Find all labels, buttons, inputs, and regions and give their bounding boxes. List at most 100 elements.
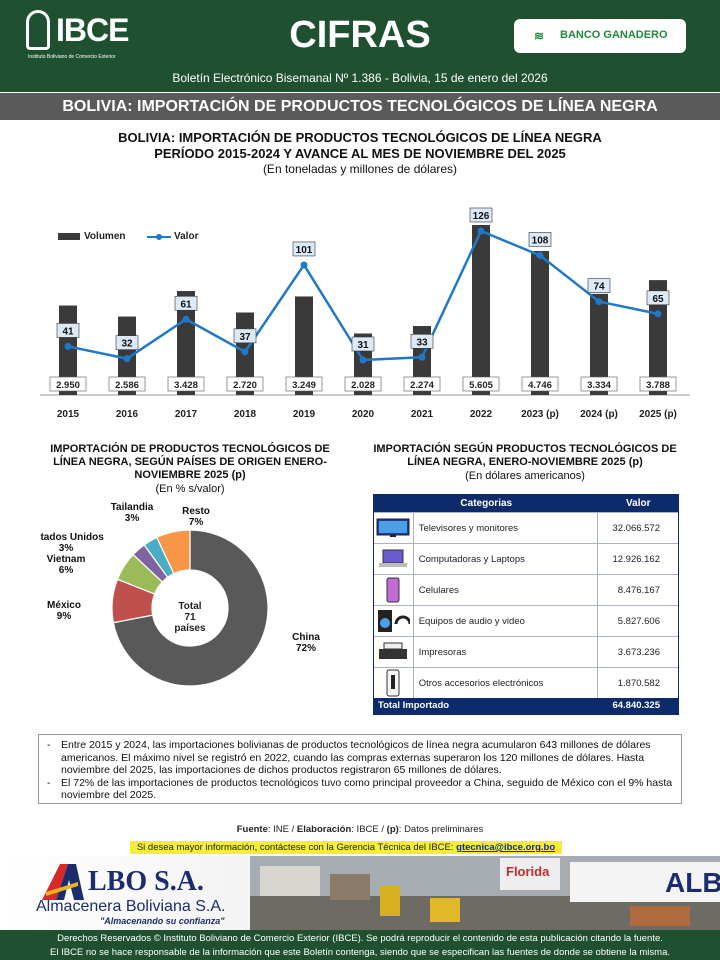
table-cell-category: Equipos de audio y video [414, 606, 599, 636]
line-label-box [174, 295, 198, 311]
bar-label-box [226, 376, 264, 392]
ibce-logo[interactable]: IBCE Instituto Boliviano de Comercio Ext… [22, 8, 132, 60]
preliminary-text: : Datos preliminares [398, 824, 484, 835]
line-data-label: 37 [239, 332, 251, 343]
chart-title-line2: PERÍODO 2015-2024 Y AVANCE AL MES DE NOV… [154, 146, 566, 161]
chart-title-line1: BOLIVIA: IMPORTACIÓN DE PRODUCTOS TECNOL… [118, 130, 602, 145]
table-row: Computadoras y Laptops 12.926.162 [374, 543, 678, 574]
x-tick-label: 2017 [175, 409, 198, 420]
chart-subtitle: (En toneladas y millones de dólares) [262, 162, 458, 176]
sponsor-name: BANCO GANADERO [560, 29, 668, 41]
donut-center-unit: países [174, 623, 206, 634]
pie-slice-label: México 9% [47, 600, 81, 622]
x-tick-label: 2023 (p) [521, 409, 559, 420]
x-tick-label: 2024 (p) [580, 409, 618, 420]
bar-label-box [580, 376, 618, 392]
line-label-box [292, 241, 316, 257]
bar-label-box [462, 376, 500, 392]
bar-label-box [639, 376, 677, 392]
console-icon [374, 668, 414, 698]
line-point [359, 356, 367, 364]
bar-label-box [403, 376, 441, 392]
bar-volumen [177, 291, 195, 395]
line-label-box [587, 278, 611, 293]
line-label-box [351, 336, 375, 352]
pie-slice [112, 529, 269, 687]
line-data-label: 108 [532, 235, 549, 246]
globe-icon [26, 10, 50, 50]
photo-sign-florida: Florida [506, 864, 550, 879]
line-point [595, 298, 603, 306]
bar-data-label: 3.334 [587, 380, 611, 391]
notes-box: - Entre 2015 y 2024, las importaciones bo… [38, 734, 682, 804]
sponsor-logo[interactable]: ≋ BANCO GANADERO [514, 19, 686, 53]
x-tick-label: 2020 [352, 409, 375, 420]
total-label: Total Importado [378, 700, 450, 711]
line-label-box [56, 323, 80, 338]
table-subtitle: (En dólares americanos) [465, 470, 585, 482]
table-total-row: Total Importado 64.840.325 [374, 698, 678, 714]
donut-center-value: 71 [184, 612, 196, 623]
pie-slice-label: Resto 7% [182, 506, 210, 528]
bar-data-label: 3.428 [174, 380, 198, 391]
contact-line: Si desea mayor información, contáctese c… [130, 841, 562, 854]
printer-icon [374, 637, 414, 667]
line-label-box [646, 290, 670, 306]
warehouse-photo: Florida ALBO [250, 856, 720, 930]
line-point [418, 353, 426, 361]
line-data-label: 31 [357, 340, 369, 351]
col-category: Categorias [460, 498, 513, 509]
table-row: Celulares 8.476.167 [374, 574, 678, 605]
bar-label-box [108, 376, 146, 392]
table-cell-category: Otros accesorios electrónicos [414, 668, 599, 698]
line-point [477, 227, 485, 235]
albo-banner[interactable]: LBO S.A. Almacenera Boliviana S.A. "Alma… [0, 856, 720, 930]
source-text: : INE / [267, 824, 297, 835]
logo-text: IBCE [56, 12, 129, 48]
line-data-label: 74 [593, 282, 605, 293]
table-cell-category: Computadoras y Laptops [414, 544, 599, 574]
banner-slogan: "Almacenando su confianza" [100, 916, 225, 926]
table-body: Televisores y monitores 32.066.572 Computa… [374, 512, 678, 698]
bar-data-label: 2.274 [410, 380, 434, 391]
bar-volumen [472, 225, 490, 395]
note-text: Entre 2015 y 2024, las importaciones bol… [61, 739, 651, 777]
banner-subtitle: Almacenera Boliviana S.A. [36, 898, 226, 915]
bar-volumen [649, 280, 667, 395]
table-cell-category: Celulares [414, 575, 599, 605]
legend-line-dot [156, 234, 162, 240]
section-title: BOLIVIA: IMPORTACIÓN DE PRODUCTOS TECNOL… [62, 98, 658, 115]
bar-volumen [590, 293, 608, 395]
line-data-label: 33 [416, 337, 428, 348]
contact-email-link[interactable]: gtecnica@ibce.org.bo [456, 842, 556, 853]
footer: Derechos Reservados © Instituto Bolivian… [0, 930, 720, 960]
bar-data-label: 4.746 [528, 380, 552, 391]
table-cell-category: Impresoras [414, 637, 599, 667]
line-point [654, 310, 662, 318]
phone-icon [374, 575, 414, 605]
logo-subtitle: Instituto Boliviano de Comercio Exterior [28, 54, 116, 60]
bar-label-box [49, 376, 87, 392]
line-label-box [469, 207, 493, 223]
bar-data-label: 5.605 [469, 380, 493, 391]
table-cell-value: 1.870.582 [617, 678, 660, 689]
header: IBCE Instituto Boliviano de Comercio Ext… [0, 0, 720, 92]
chart-title: BOLIVIA: IMPORTACIÓN DE PRODUCTOS TECNOL… [0, 130, 720, 162]
x-tick-label: 2025 (p) [639, 409, 677, 420]
bar-data-label: 2.586 [115, 380, 139, 391]
bar-label-box [344, 376, 382, 392]
footer-line2: El IBCE no se hace responsable de la inf… [49, 947, 670, 958]
bulletin-info: Boletín Electrónico Bisemanal Nº 1.386 -… [172, 71, 548, 85]
line-label-box [528, 232, 552, 247]
table-cell-value: 8.476.167 [617, 585, 660, 596]
products-table: Categorias Valor Televisores y monitores… [373, 494, 679, 715]
table-row: Otros accesorios electrónicos 1.870.582 [374, 667, 678, 698]
bank-logo-icon: ≋ [534, 29, 545, 43]
pie-slice-label: Vietnam 6% [47, 554, 86, 576]
combo-chart: 2.950 2015 2.586 2016 3.428 2017 2.720 2018 3.24… [40, 207, 690, 420]
bar-data-label: 3.249 [292, 380, 316, 391]
line-data-label: 65 [652, 294, 664, 305]
line-data-label: 126 [473, 211, 490, 222]
x-tick-label: 2015 [57, 409, 80, 420]
line-data-label: 101 [296, 245, 313, 256]
